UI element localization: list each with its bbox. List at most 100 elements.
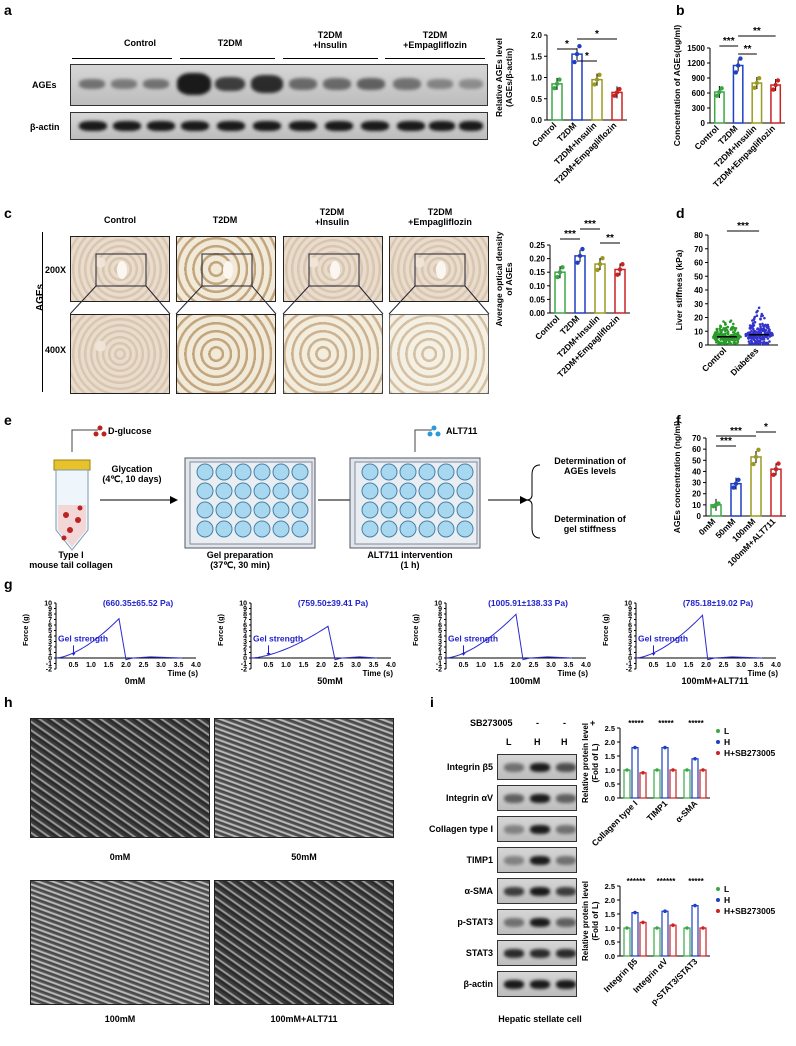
data-point (754, 342, 758, 345)
ihc-400x-insulin (283, 314, 383, 394)
sem-label-50mm: 50mM (291, 852, 317, 862)
plate-1-wells (196, 463, 309, 538)
data-point (572, 59, 577, 65)
y-tick-label: 8 (628, 612, 632, 619)
sig-marker: * (764, 422, 768, 433)
x-tick-label: 2.5 (334, 662, 344, 669)
y-tick-label: 1 (438, 650, 442, 657)
gel-strength-annotation: Gel strength (58, 634, 108, 644)
y-tick-label: 2.0 (531, 31, 543, 40)
data-point (685, 768, 689, 772)
well (196, 501, 214, 519)
category-label: TIMP1 (645, 798, 670, 823)
bar-H+SB273005 (669, 769, 677, 799)
sig-marker: *** (723, 36, 735, 47)
data-point (685, 926, 689, 930)
i-row-label: STAT3 (465, 948, 493, 958)
well (456, 520, 474, 538)
legend-label: H+SB273005 (724, 906, 776, 916)
data-point (756, 327, 760, 330)
data-point (763, 341, 767, 345)
data-point (577, 44, 582, 49)
y-tick-label: 5 (48, 628, 52, 635)
data-point (766, 337, 770, 340)
i-blot-strip (497, 754, 577, 780)
data-point (555, 274, 560, 280)
data-point (759, 317, 762, 321)
ihc-side-label: AGEs (35, 283, 47, 312)
well (418, 482, 436, 500)
data-point (729, 342, 732, 345)
y-tick-label: 2.0 (605, 738, 615, 747)
well (215, 520, 233, 538)
well (361, 463, 379, 481)
data-point (625, 768, 629, 772)
well (380, 520, 398, 538)
well (272, 501, 290, 519)
band (556, 980, 576, 989)
band (530, 887, 550, 896)
data-point (625, 926, 629, 930)
data-point (771, 87, 776, 92)
data-point (724, 323, 727, 326)
y-tick-label: 7 (48, 617, 52, 624)
data-point (749, 339, 753, 342)
data-point (716, 501, 721, 506)
well (196, 482, 214, 500)
data-point (745, 333, 749, 337)
y-tick-label: 5 (243, 628, 247, 635)
data-point (641, 920, 645, 925)
y-axis-label: (AGEs/β-actin) (504, 48, 514, 107)
bar-L (653, 927, 661, 957)
bar-L (623, 769, 631, 799)
sem-label-0mm: 0mM (109, 852, 131, 862)
y-tick-label: 10 (44, 601, 52, 608)
x-tick-label: 3.5 (754, 662, 764, 669)
x-tick-label: 3.0 (736, 662, 746, 669)
force-curve (445, 613, 573, 661)
y-tick-label: 10 (692, 501, 701, 510)
panel-label-d: d (676, 205, 685, 221)
x-tick-label: 4.0 (771, 662, 781, 669)
panel-label-a: a (4, 2, 12, 18)
y-tick-label: 20 (692, 490, 701, 499)
panel-label-i: i (430, 694, 434, 710)
data-point (763, 316, 766, 320)
well (361, 520, 379, 538)
legend-label: L (724, 884, 729, 894)
chart-a: 0.0 0.5 1.0 1.5 2.0 Relative AGEs level (AGEs/… (494, 29, 627, 186)
x-tick-label: 3.0 (156, 662, 166, 669)
well (234, 520, 252, 538)
y-tick-label: 1 (243, 650, 247, 657)
well (399, 501, 417, 519)
bar-L (683, 927, 691, 957)
band (504, 949, 524, 958)
band (556, 794, 576, 803)
i-blot-strip (497, 785, 577, 811)
bar-H+SB273005 (699, 927, 707, 957)
y-tick-label: 900 (692, 74, 706, 83)
label-determination-ages: Determination of AGEs levels (554, 456, 626, 476)
well (437, 520, 455, 538)
well (253, 501, 271, 519)
chart-i2: 0.0 0.5 1.0 1.5 2.0 2.5 Relative protein level… (581, 877, 776, 1007)
y-tick-label: -1 (626, 661, 632, 668)
data-point (701, 926, 705, 930)
y-axis-label: Concentration of AGEs(ug/ml) (672, 25, 682, 147)
gel-strength-value: (660.35±65.52 Pa) (103, 598, 174, 608)
y-tick-label: 50 (692, 456, 701, 465)
y-tick-label: -2 (46, 667, 52, 674)
data-point (758, 342, 761, 345)
data-point (763, 329, 766, 333)
sb-sign-2: - (563, 718, 566, 728)
data-point (761, 341, 764, 344)
data-point (747, 340, 751, 343)
y-tick-label: 0.25 (529, 241, 545, 250)
y-tick-label: 4 (243, 634, 247, 641)
y-tick-label: 0.20 (529, 255, 545, 264)
y-tick-label: 1500 (687, 44, 705, 53)
y-tick-label: 40 (694, 286, 703, 295)
y-tick-label: 9 (243, 606, 247, 613)
collagen-dots (61, 505, 83, 541)
